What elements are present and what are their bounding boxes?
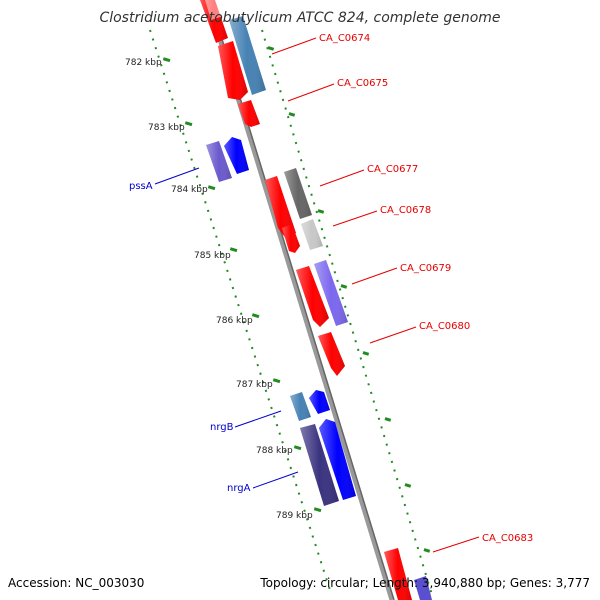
ruler-tick-label: 789 kbp <box>276 511 313 521</box>
ruler-tick <box>313 507 322 513</box>
ruler-tick <box>184 121 193 127</box>
ruler-tick <box>251 313 260 319</box>
gene-ca-c0675b[interactable] <box>238 100 260 127</box>
gene-ca-c0674-blue[interactable] <box>229 16 266 95</box>
gene-label[interactable]: CA_C0675 <box>337 78 388 89</box>
label-connectors <box>154 37 480 553</box>
accession-text: Accession: NC_003030 <box>8 576 145 590</box>
ruler-ticks <box>162 57 322 513</box>
gene-label[interactable]: CA_C0677 <box>367 164 418 175</box>
gene-ca-c0680[interactable] <box>318 332 345 376</box>
gene-nrga-slate[interactable] <box>300 424 339 506</box>
gene-label[interactable]: nrgA <box>227 483 251 494</box>
gene-ca-c0675[interactable] <box>218 41 248 100</box>
gene-ca-c0674[interactable] <box>200 0 228 43</box>
gene-ca-c0678[interactable] <box>282 224 300 253</box>
gene-label[interactable]: nrgB <box>210 422 234 433</box>
ruler-tick <box>162 57 171 63</box>
genome-summary-text: Topology: circular; Length: 3,940,880 bp… <box>260 576 590 590</box>
gene-ca-c0679[interactable] <box>296 266 329 327</box>
gene-ca-c0683[interactable] <box>384 548 412 600</box>
gene-bottom-slate[interactable] <box>414 576 432 600</box>
ruler-tick <box>272 378 281 384</box>
ruler-tick-label: 787 kbp <box>236 380 273 390</box>
gene-label[interactable]: CA_C0678 <box>380 205 431 216</box>
genome-backbone-shadow <box>209 0 395 600</box>
gene-ca-c0679-purple[interactable] <box>314 260 348 326</box>
gene-nrga[interactable] <box>319 419 356 500</box>
gene-label[interactable]: CA_C0679 <box>400 263 451 274</box>
ruler-tick <box>207 185 216 191</box>
ruler-tick-label: 783 kbp <box>148 123 185 133</box>
ruler-tick-label: 784 kbp <box>171 185 208 195</box>
ruler-tick <box>293 445 302 451</box>
right-track-ticks <box>267 46 431 553</box>
gene-ca-c0678-gray[interactable] <box>301 219 323 250</box>
gene-label[interactable]: CA_C0680 <box>419 321 470 332</box>
gene-nrgb-steel[interactable] <box>290 392 311 421</box>
gene-pssa-purple[interactable] <box>206 141 232 182</box>
gene-pssa[interactable] <box>224 137 249 174</box>
ruler-tick <box>229 247 238 253</box>
ruler-tick-label: 786 kbp <box>216 316 253 326</box>
gene-label[interactable]: CA_C0683 <box>482 533 533 544</box>
gene-nrgb[interactable] <box>309 390 330 414</box>
map-title: Clostridium acetobutylicum ATCC 824, com… <box>99 10 500 26</box>
genome-backbone-line <box>205 0 395 600</box>
ruler-tick-label: 788 kbp <box>256 446 293 456</box>
gene-label[interactable]: CA_C0674 <box>319 33 370 44</box>
gene-label[interactable]: pssA <box>129 181 153 192</box>
gene-top-light <box>205 0 230 20</box>
ruler-tick-label: 785 kbp <box>194 251 231 261</box>
gene-ca-c0677[interactable] <box>265 176 296 240</box>
gene-ca-c0677-gray[interactable] <box>284 168 312 219</box>
ruler-tick-label: 782 kbp <box>125 58 162 68</box>
